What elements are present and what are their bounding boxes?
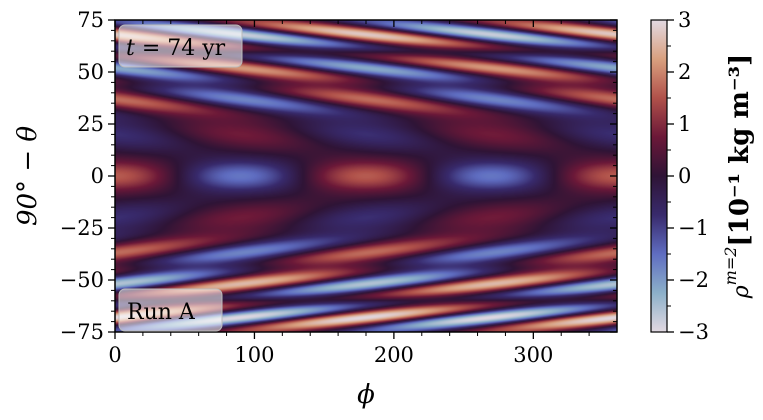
run-label: Run A <box>127 300 196 325</box>
y-tick-label: −25 <box>60 216 104 240</box>
y-tick-label: 25 <box>77 112 104 136</box>
x-tick-label: 200 <box>374 343 414 367</box>
colorbar-tick-label: 0 <box>678 164 691 188</box>
svg-text:t = 74 yr: t = 74 yr <box>126 36 226 61</box>
colorbar-tick-label: 2 <box>678 60 691 84</box>
time-variable: t <box>126 36 135 61</box>
x-axis-ticks: 0 100 200 300 <box>108 20 590 367</box>
run-annotation: Run A <box>118 288 223 332</box>
y-tick-label: 75 <box>77 8 104 32</box>
x-tick-label: 0 <box>108 343 121 367</box>
colorbar-label-superscript: m=2 <box>721 247 740 286</box>
colorbar-tick-label: 3 <box>678 8 691 32</box>
colorbar-tick-label: −1 <box>678 216 709 240</box>
colorbar-ticks: 3 2 1 0 −1 −2 −3 <box>667 8 709 344</box>
colorbar-tick-label: 1 <box>678 112 691 136</box>
y-axis-label: 90° − θ <box>13 126 43 226</box>
colorbar-label-units: [10⁻¹ kg m⁻³] <box>725 54 755 247</box>
time-value: = 74 yr <box>135 36 226 61</box>
time-annotation: t = 74 yr <box>118 24 243 68</box>
y-axis-ticks: 75 50 25 0 −25 −50 −75 <box>60 8 617 344</box>
x-axis-label: ϕ <box>357 380 375 410</box>
y-tick-label: −50 <box>60 268 104 292</box>
y-tick-label: −75 <box>60 320 104 344</box>
colorbar-tick-label: −2 <box>678 268 709 292</box>
colorbar-label: ρm=2[10⁻¹ kg m⁻³] <box>721 54 755 300</box>
heatmap-image <box>115 20 617 332</box>
colorbar <box>650 19 668 333</box>
x-tick-label: 300 <box>513 343 553 367</box>
y-tick-label: 0 <box>91 164 104 188</box>
colorbar-tick-label: −3 <box>678 320 709 344</box>
x-tick-label: 100 <box>234 343 274 367</box>
colorbar-label-symbol: ρ <box>729 285 754 299</box>
y-tick-label: 50 <box>77 60 104 84</box>
